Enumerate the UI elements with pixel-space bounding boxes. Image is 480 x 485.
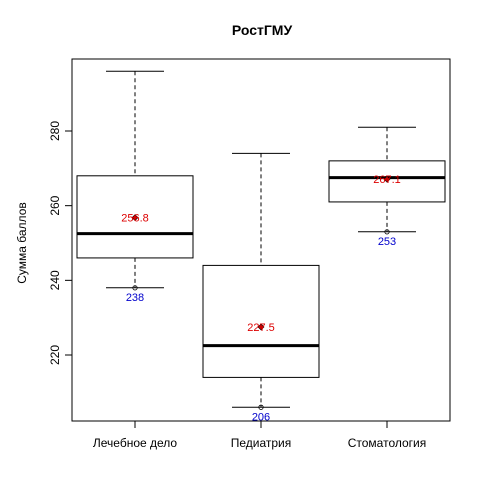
mean-label-0: 256.8 [121,213,149,225]
min-marker-2 [384,229,390,235]
min-label-2: 253 [378,236,396,248]
y-axis-label: Сумма баллов [15,202,29,284]
min-marker-1 [258,404,264,410]
mean-marker-0 [131,214,139,222]
box-group-2: 267.1 253 [328,126,446,248]
min-label-0: 238 [126,292,144,304]
mean-label-2: 267.1 [373,174,401,186]
y-tick-label-260: 260 [48,195,62,215]
y-tick-label-280: 280 [48,121,62,141]
mean-marker-1 [257,323,265,331]
boxes-layer: 256.8 238 227.5 206 267.1 253 [76,70,446,423]
y-tick-label-220: 220 [48,345,62,365]
y-tick-label-240: 240 [48,270,62,290]
chart-title: РостГМУ [232,22,293,38]
x-tick-label-0: Лечебное дело [93,436,178,450]
y-axis: 220 240 260 280 [48,121,72,365]
box-group-1: 227.5 206 [202,152,320,423]
x-tick-label-1: Педиатрия [231,436,292,450]
min-label-1: 206 [252,411,270,423]
x-axis: Лечебное дело Педиатрия Стоматология [93,421,426,450]
mean-marker-2 [383,175,391,183]
box-1 [202,264,320,378]
mean-label-1: 227.5 [247,322,275,334]
box-group-0: 256.8 238 [76,70,194,304]
x-tick-label-2: Стоматология [348,436,427,450]
min-marker-0 [132,285,138,291]
